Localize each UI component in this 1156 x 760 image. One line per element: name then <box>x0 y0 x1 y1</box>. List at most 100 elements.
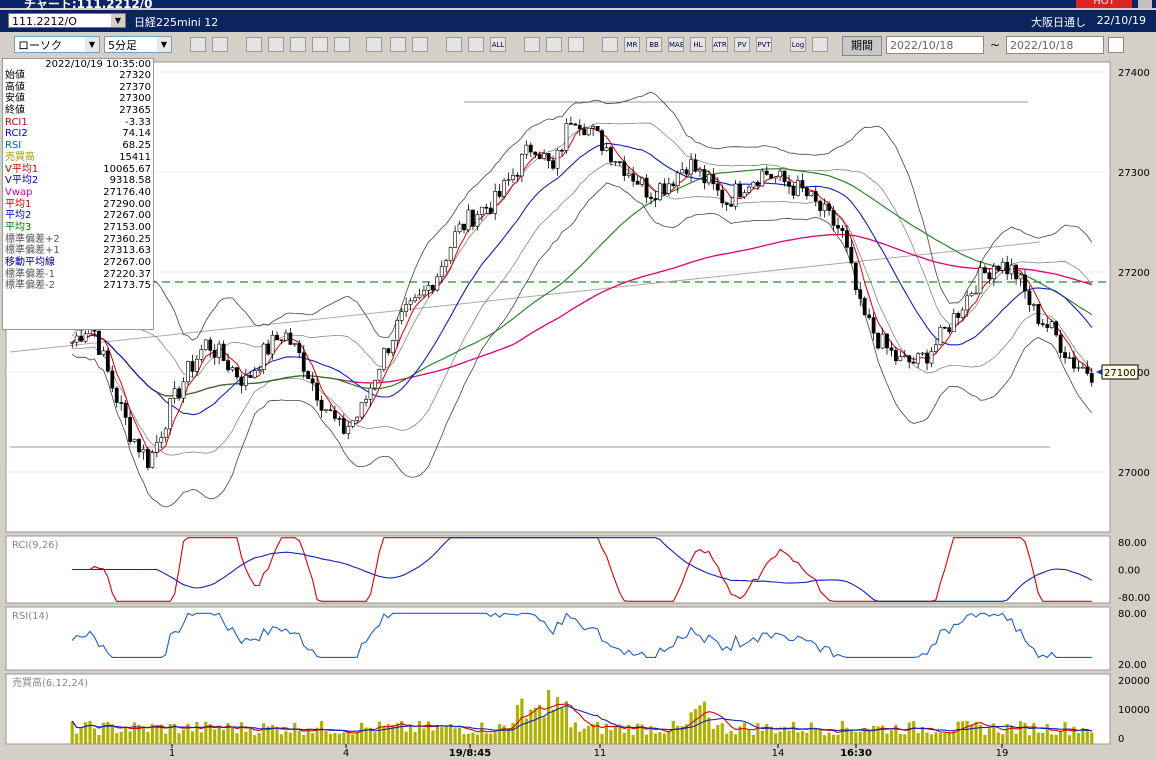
volume-bar <box>711 728 715 744</box>
wrench-icon[interactable] <box>546 37 562 52</box>
mae-icon[interactable]: MAE <box>668 37 684 52</box>
range-checkbox[interactable] <box>1108 37 1124 53</box>
info-value: 27220.37 <box>103 268 151 280</box>
lock-icon[interactable] <box>334 37 350 52</box>
candle <box>337 418 342 420</box>
volume-bar <box>444 725 448 744</box>
volume-bar <box>595 721 600 744</box>
gear-icon[interactable] <box>524 37 540 52</box>
chart-area[interactable]: 274002730027200271002700027100RCI(9,26)8… <box>0 58 1156 760</box>
volume-bar <box>319 721 324 744</box>
chart-type-select[interactable]: ローソク ▼ <box>14 36 100 53</box>
candle <box>960 309 965 318</box>
palette-icon[interactable] <box>568 37 584 52</box>
candle <box>635 180 640 185</box>
candle-icon[interactable] <box>290 37 306 52</box>
volume-bar <box>1063 721 1067 744</box>
x-tick-label: 19 <box>996 748 1009 759</box>
mr-icon[interactable]: MR <box>624 37 640 52</box>
info-label: 平均3 <box>5 221 32 233</box>
volume-bar <box>1050 734 1054 744</box>
hl-icon[interactable]: HL <box>690 37 706 52</box>
zoom-icon[interactable] <box>190 37 206 52</box>
info-label: 標準偏差+2 <box>5 233 60 245</box>
volume-bar <box>293 722 297 744</box>
volume-bar <box>653 733 658 744</box>
volume-bar <box>275 726 279 744</box>
candle <box>110 370 115 389</box>
candle <box>662 183 667 194</box>
fibonacci-icon[interactable] <box>268 37 284 52</box>
volume-bar <box>1054 734 1058 744</box>
box-icon[interactable] <box>446 37 462 52</box>
volume-bar <box>961 721 965 744</box>
info-label: 移動平均線 <box>5 257 55 268</box>
volume-bar <box>1076 733 1081 744</box>
candle <box>684 169 689 175</box>
volume-bar <box>765 724 769 744</box>
volume-bar <box>226 723 230 744</box>
chevron-down-icon[interactable]: ▼ <box>157 37 171 52</box>
candle <box>386 348 391 354</box>
volume-bar <box>79 728 83 744</box>
volume-bar <box>484 733 488 744</box>
interval-value: 5分足 <box>108 39 137 52</box>
date-to-field[interactable]: 2022/10/18 <box>1006 36 1104 54</box>
date-from-field[interactable]: 2022/10/18 <box>886 36 984 54</box>
candle <box>159 437 164 443</box>
trendline-icon[interactable] <box>412 37 428 52</box>
candle <box>243 374 248 386</box>
volume-bar <box>328 733 333 744</box>
chevron-down-icon[interactable]: ▼ <box>111 14 125 27</box>
atr-icon[interactable]: ATR <box>712 37 728 52</box>
candle <box>787 181 791 187</box>
interval-select[interactable]: 5分足 ▼ <box>104 36 172 53</box>
bb-icon[interactable]: BB <box>646 37 662 52</box>
candle <box>942 326 947 329</box>
candle <box>266 343 271 355</box>
volume-bar <box>889 730 894 744</box>
candle <box>114 387 119 403</box>
y-tick-label: 20.00 <box>1118 660 1147 671</box>
symbol-select[interactable]: 111.2212/O ▼ <box>8 13 126 28</box>
candle <box>1063 352 1067 359</box>
candle <box>453 231 458 248</box>
volume-bar <box>707 717 711 744</box>
export-icon[interactable] <box>812 37 828 52</box>
pivot-icon[interactable]: PV <box>734 37 750 52</box>
volume-bar <box>996 732 1000 744</box>
candle <box>444 260 449 268</box>
cursor-icon[interactable] <box>212 37 228 52</box>
log-icon[interactable]: Log <box>790 37 806 52</box>
candle <box>479 206 484 215</box>
close-icon[interactable] <box>1138 0 1152 8</box>
volume-bar <box>858 731 862 744</box>
pvt-icon[interactable]: PVT <box>756 37 772 52</box>
arrow-icon[interactable] <box>390 37 406 52</box>
bar-icon[interactable] <box>468 37 484 52</box>
candle <box>631 173 636 182</box>
candle <box>457 223 462 233</box>
period-button[interactable]: 期間 <box>842 36 882 56</box>
line-tool-icon[interactable] <box>246 37 262 52</box>
hot-badge[interactable]: HOT <box>1076 0 1132 8</box>
candle <box>359 402 364 418</box>
all-icon[interactable]: ALL <box>490 37 506 52</box>
candle <box>1054 321 1059 336</box>
ma-icon[interactable] <box>602 37 618 52</box>
chevron-down-icon[interactable]: ▼ <box>85 37 99 52</box>
info-value: 27176.40 <box>103 186 151 198</box>
color-icon[interactable] <box>312 37 328 52</box>
info-row: 安値 27300 <box>3 93 153 105</box>
pen-icon[interactable] <box>366 37 382 52</box>
candle <box>235 367 239 378</box>
volume-bar <box>992 723 996 744</box>
volume-bar <box>929 734 934 744</box>
volume-bar <box>578 731 582 744</box>
candle <box>604 147 609 151</box>
candle <box>163 428 168 438</box>
volume-bar <box>373 732 377 744</box>
volume-bar <box>676 725 680 744</box>
candle <box>150 452 155 468</box>
volume-bar <box>524 718 528 744</box>
